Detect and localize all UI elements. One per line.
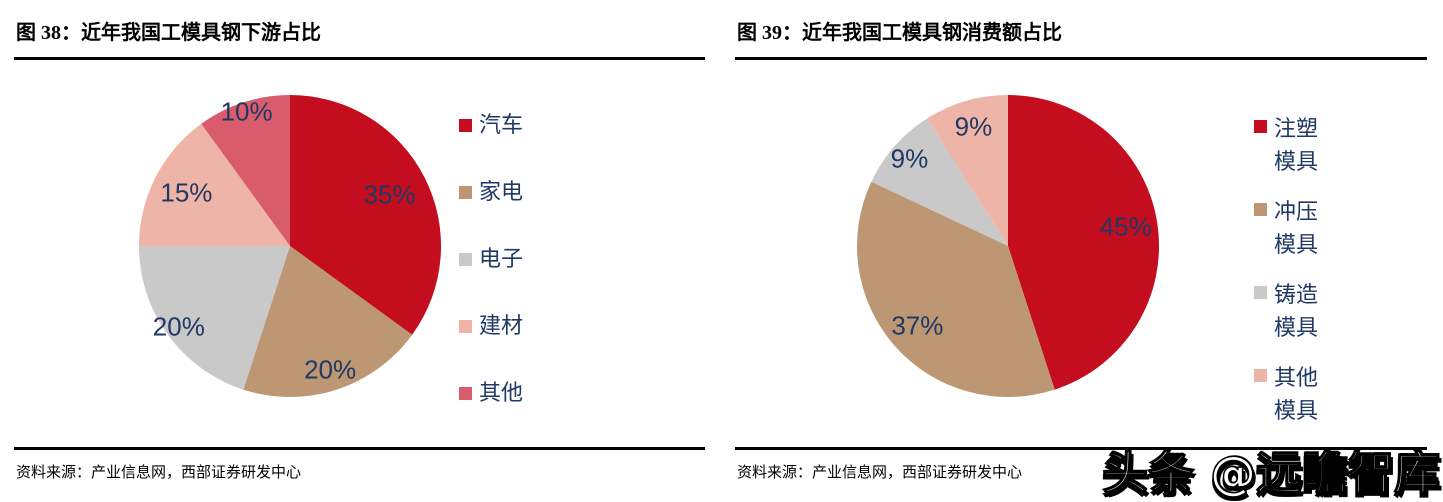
source-note-38: 资料来源：产业信息网，西部证券研发中心	[16, 465, 302, 481]
pie-label: 20%	[304, 354, 357, 384]
bottom-rule	[14, 447, 705, 450]
legend-marker-icon	[459, 185, 472, 199]
chart-panel-38: 图 38：近年我国工模具钢下游占比 35% 20% 20% 15% 10% 汽车家电电子…	[0, 0, 721, 502]
legend-label: 冲压模具	[1274, 199, 1319, 257]
source-note-39: 资料来源：产业信息网，西部证券研发中心	[737, 465, 1023, 481]
chart-title-39: 图 39：近年我国工模具钢消费额占比	[737, 22, 1062, 44]
pie-label: 9%	[890, 143, 929, 174]
legend-item: 汽车	[459, 112, 523, 138]
legend-label: 汽车	[479, 112, 524, 137]
pie-slice	[871, 118, 1008, 246]
pie-label: 9%	[954, 111, 993, 142]
legend-item: 建材	[459, 313, 523, 339]
legend-marker-icon	[1254, 203, 1267, 216]
legend-marker-icon	[1254, 286, 1267, 299]
pie-label: 45%	[1099, 211, 1152, 242]
pie-slice	[139, 123, 290, 246]
pie-slice	[1008, 95, 1159, 390]
legend-label: 家电	[479, 179, 524, 204]
pie-slice	[243, 246, 413, 398]
watermark: 头条 @远瞻智库	[1101, 445, 1441, 501]
legend-marker-icon	[1254, 369, 1267, 382]
chart-panel-39: 图 39：近年我国工模具钢消费额占比 45% 37% 9% 9% 注塑模具冲压模具铸造…	[721, 0, 1443, 502]
legend-item: 其他模具	[1254, 361, 1321, 427]
title-rule	[14, 57, 705, 60]
legend-38: 汽车家电电子建材其他	[459, 112, 523, 447]
pie-slice	[927, 95, 1008, 246]
legend-label: 建材	[479, 313, 524, 338]
pie-slice	[857, 181, 1055, 397]
pie-label: 10%	[220, 96, 273, 127]
legend-item: 冲压模具	[1254, 195, 1321, 261]
pie-label: 15%	[160, 177, 213, 208]
legend-item: 家电	[459, 179, 523, 205]
legend-label: 电子	[479, 246, 524, 271]
legend-marker-icon	[459, 386, 472, 400]
pie-svg	[857, 95, 1159, 397]
pie-chart-39: 45% 37% 9% 9%	[852, 90, 1164, 402]
legend-item: 注塑模具	[1254, 112, 1321, 178]
legend-item: 铸造模具	[1254, 278, 1321, 344]
pie-label: 37%	[891, 310, 944, 341]
pie-label: 20%	[152, 311, 205, 342]
legend-marker-icon	[1254, 120, 1267, 133]
legend-label: 其他模具	[1274, 365, 1319, 423]
legend-marker-icon	[459, 252, 472, 266]
legend-item: 电子	[459, 246, 523, 272]
pie-label: 35%	[363, 179, 416, 210]
pie-slice	[139, 246, 290, 390]
legend-label: 铸造模具	[1274, 282, 1319, 340]
legend-marker-icon	[459, 319, 472, 333]
legend-marker-icon	[459, 118, 472, 132]
pie-slice	[201, 95, 290, 246]
bottom-rule	[735, 447, 1427, 450]
chart-title-38: 图 38：近年我国工模具钢下游占比	[16, 22, 321, 44]
pie-chart-38: 35% 20% 20% 15% 10%	[134, 90, 446, 402]
legend-label: 注塑模具	[1274, 116, 1319, 174]
pie-svg	[139, 95, 442, 398]
title-rule	[735, 57, 1427, 60]
legend-39: 注塑模具冲压模具铸造模具其他模具	[1254, 112, 1321, 444]
pie-slice	[290, 95, 442, 335]
legend-label: 其他	[479, 380, 524, 405]
legend-item: 其他	[459, 380, 523, 406]
